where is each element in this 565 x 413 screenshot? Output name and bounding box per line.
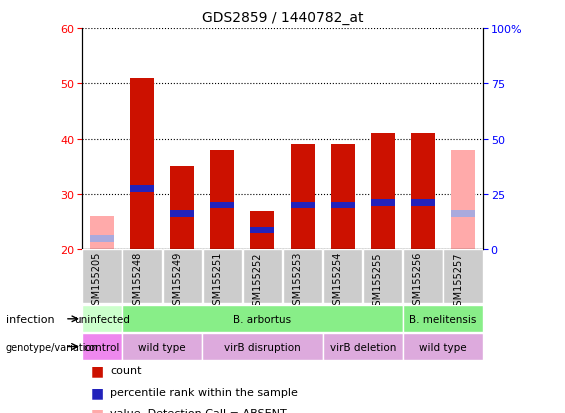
- Bar: [250, 211, 275, 250]
- Bar: [210, 150, 234, 250]
- Text: GSM155255: GSM155255: [373, 252, 383, 311]
- FancyBboxPatch shape: [403, 306, 483, 332]
- Bar: [130, 186, 154, 192]
- Text: GSM155248: GSM155248: [132, 252, 142, 311]
- Bar: [331, 145, 355, 250]
- Bar: [170, 167, 194, 250]
- FancyBboxPatch shape: [283, 250, 322, 304]
- Bar: [90, 217, 114, 250]
- Text: ■: ■: [90, 363, 103, 377]
- Text: GSM155256: GSM155256: [413, 252, 423, 311]
- FancyBboxPatch shape: [122, 333, 202, 360]
- Bar: [371, 199, 395, 206]
- Title: GDS2859 / 1440782_at: GDS2859 / 1440782_at: [202, 11, 363, 25]
- FancyBboxPatch shape: [323, 333, 403, 360]
- Bar: [170, 211, 194, 217]
- Bar: [210, 202, 234, 209]
- FancyBboxPatch shape: [243, 250, 282, 304]
- FancyBboxPatch shape: [444, 250, 483, 304]
- Text: GSM155253: GSM155253: [293, 252, 303, 311]
- Text: GSM155257: GSM155257: [453, 252, 463, 311]
- Text: GSM155254: GSM155254: [333, 252, 342, 311]
- Text: count: count: [110, 366, 142, 375]
- Text: B. melitensis: B. melitensis: [409, 314, 477, 324]
- Bar: [130, 78, 154, 250]
- Text: GSM155249: GSM155249: [172, 252, 182, 311]
- FancyBboxPatch shape: [323, 250, 362, 304]
- FancyBboxPatch shape: [123, 250, 162, 304]
- Bar: [451, 211, 475, 217]
- FancyBboxPatch shape: [403, 250, 442, 304]
- FancyBboxPatch shape: [82, 250, 121, 304]
- FancyBboxPatch shape: [163, 250, 202, 304]
- Text: ■: ■: [90, 385, 103, 399]
- Bar: [250, 227, 275, 234]
- Text: B. arbortus: B. arbortus: [233, 314, 292, 324]
- Text: GSM155205: GSM155205: [92, 252, 102, 311]
- FancyBboxPatch shape: [82, 306, 122, 332]
- FancyBboxPatch shape: [82, 333, 122, 360]
- Bar: [290, 145, 315, 250]
- FancyBboxPatch shape: [202, 333, 323, 360]
- Bar: [411, 134, 435, 250]
- Bar: [411, 199, 435, 206]
- Text: genotype/variation: genotype/variation: [6, 342, 98, 352]
- Text: virB deletion: virB deletion: [329, 342, 396, 352]
- Text: uninfected: uninfected: [74, 314, 130, 324]
- Bar: [290, 202, 315, 209]
- Bar: [371, 134, 395, 250]
- Text: ■: ■: [90, 406, 103, 413]
- Text: value, Detection Call = ABSENT: value, Detection Call = ABSENT: [110, 408, 287, 413]
- Bar: [451, 150, 475, 250]
- Text: wild type: wild type: [138, 342, 186, 352]
- Text: GSM155252: GSM155252: [253, 252, 262, 311]
- Text: control: control: [84, 342, 120, 352]
- Bar: [331, 202, 355, 209]
- Text: wild type: wild type: [419, 342, 467, 352]
- FancyBboxPatch shape: [403, 333, 483, 360]
- Text: virB disruption: virB disruption: [224, 342, 301, 352]
- Bar: [90, 235, 114, 242]
- Text: percentile rank within the sample: percentile rank within the sample: [110, 387, 298, 397]
- Text: infection: infection: [6, 314, 54, 324]
- FancyBboxPatch shape: [203, 250, 242, 304]
- Text: GSM155251: GSM155251: [212, 252, 222, 311]
- FancyBboxPatch shape: [122, 306, 403, 332]
- FancyBboxPatch shape: [363, 250, 402, 304]
